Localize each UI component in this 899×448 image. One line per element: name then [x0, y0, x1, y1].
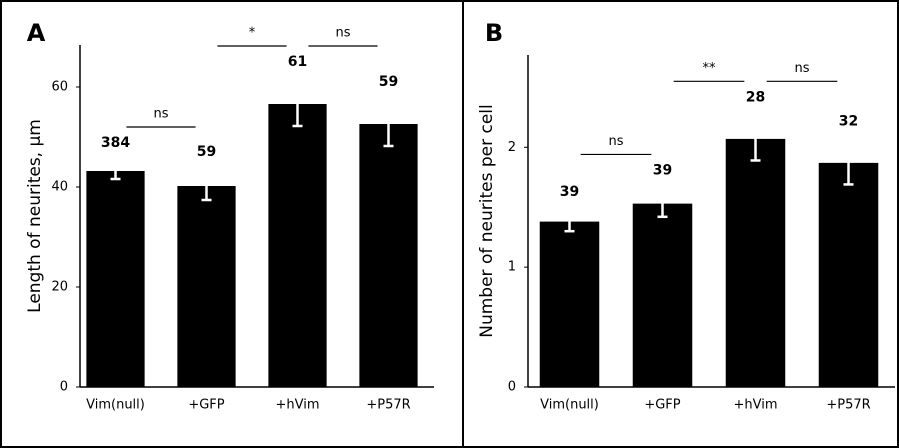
x-tick-label: +GFP [644, 398, 680, 413]
x-tick-label: +GFP [188, 398, 224, 413]
comparison-label: * [249, 26, 256, 41]
comparison-label: ns [335, 26, 350, 41]
x-tick-label: +P57R [826, 398, 870, 413]
bar-label: 384 [101, 135, 130, 151]
bar [177, 186, 235, 387]
bar-label: 61 [288, 54, 307, 70]
y-tick-label: 0 [508, 380, 516, 395]
bar [268, 104, 326, 387]
comparison-label: ns [153, 107, 168, 122]
bar [633, 204, 693, 387]
x-tick-label: +hVim [275, 398, 319, 413]
x-tick-label: +P57R [366, 398, 410, 413]
x-tick-label: Vim(null) [540, 398, 599, 413]
y-tick-label: 1 [508, 260, 516, 275]
figure: ALength of neurites, µm0204060384Vim(nul… [0, 0, 899, 448]
panel-label: B [485, 19, 503, 47]
y-tick-label: 0 [60, 380, 68, 395]
bar-label: 59 [379, 74, 398, 90]
bar [359, 124, 417, 387]
panel-label: A [27, 19, 46, 47]
y-tick-label: 2 [508, 140, 516, 155]
comparison-label: ns [794, 61, 809, 76]
comparison-label: ** [703, 61, 717, 76]
comparison-label: ns [608, 134, 623, 149]
bar [819, 163, 879, 387]
bar [86, 171, 144, 387]
bar [726, 139, 786, 387]
bar-label: 39 [560, 184, 579, 200]
y-axis-title: Length of neurites, µm [25, 119, 45, 313]
bar-label: 32 [839, 113, 858, 129]
x-tick-label: +hVim [733, 398, 777, 413]
bar-label: 59 [197, 144, 216, 160]
y-tick-label: 20 [51, 280, 68, 295]
y-axis-title: Number of neurites per cell [477, 104, 497, 337]
y-tick-label: 40 [51, 180, 68, 195]
y-tick-label: 60 [51, 80, 68, 95]
bar-label: 39 [653, 162, 672, 178]
x-tick-label: Vim(null) [86, 398, 145, 413]
bar-label: 28 [746, 89, 765, 105]
bar [540, 222, 600, 387]
page: ALength of neurites, µm0204060384Vim(nul… [0, 0, 899, 448]
